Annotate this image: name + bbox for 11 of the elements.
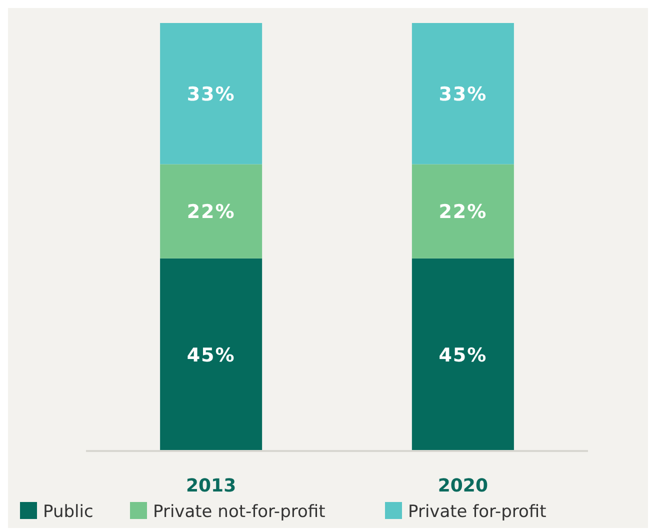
legend-label: Private for-profit [408,502,547,522]
x-tick-label: 2020 [438,475,488,496]
legend-label: Public [43,502,94,522]
data-label: 22% [186,200,236,223]
legend-label: Private not-for-profit [153,502,326,522]
data-label: 33% [438,83,488,106]
data-label: 45% [186,344,236,366]
x-tick-label: 2013 [186,475,236,496]
data-label: 22% [438,200,488,223]
data-label: 45% [438,344,488,366]
data-label: 33% [186,83,236,106]
